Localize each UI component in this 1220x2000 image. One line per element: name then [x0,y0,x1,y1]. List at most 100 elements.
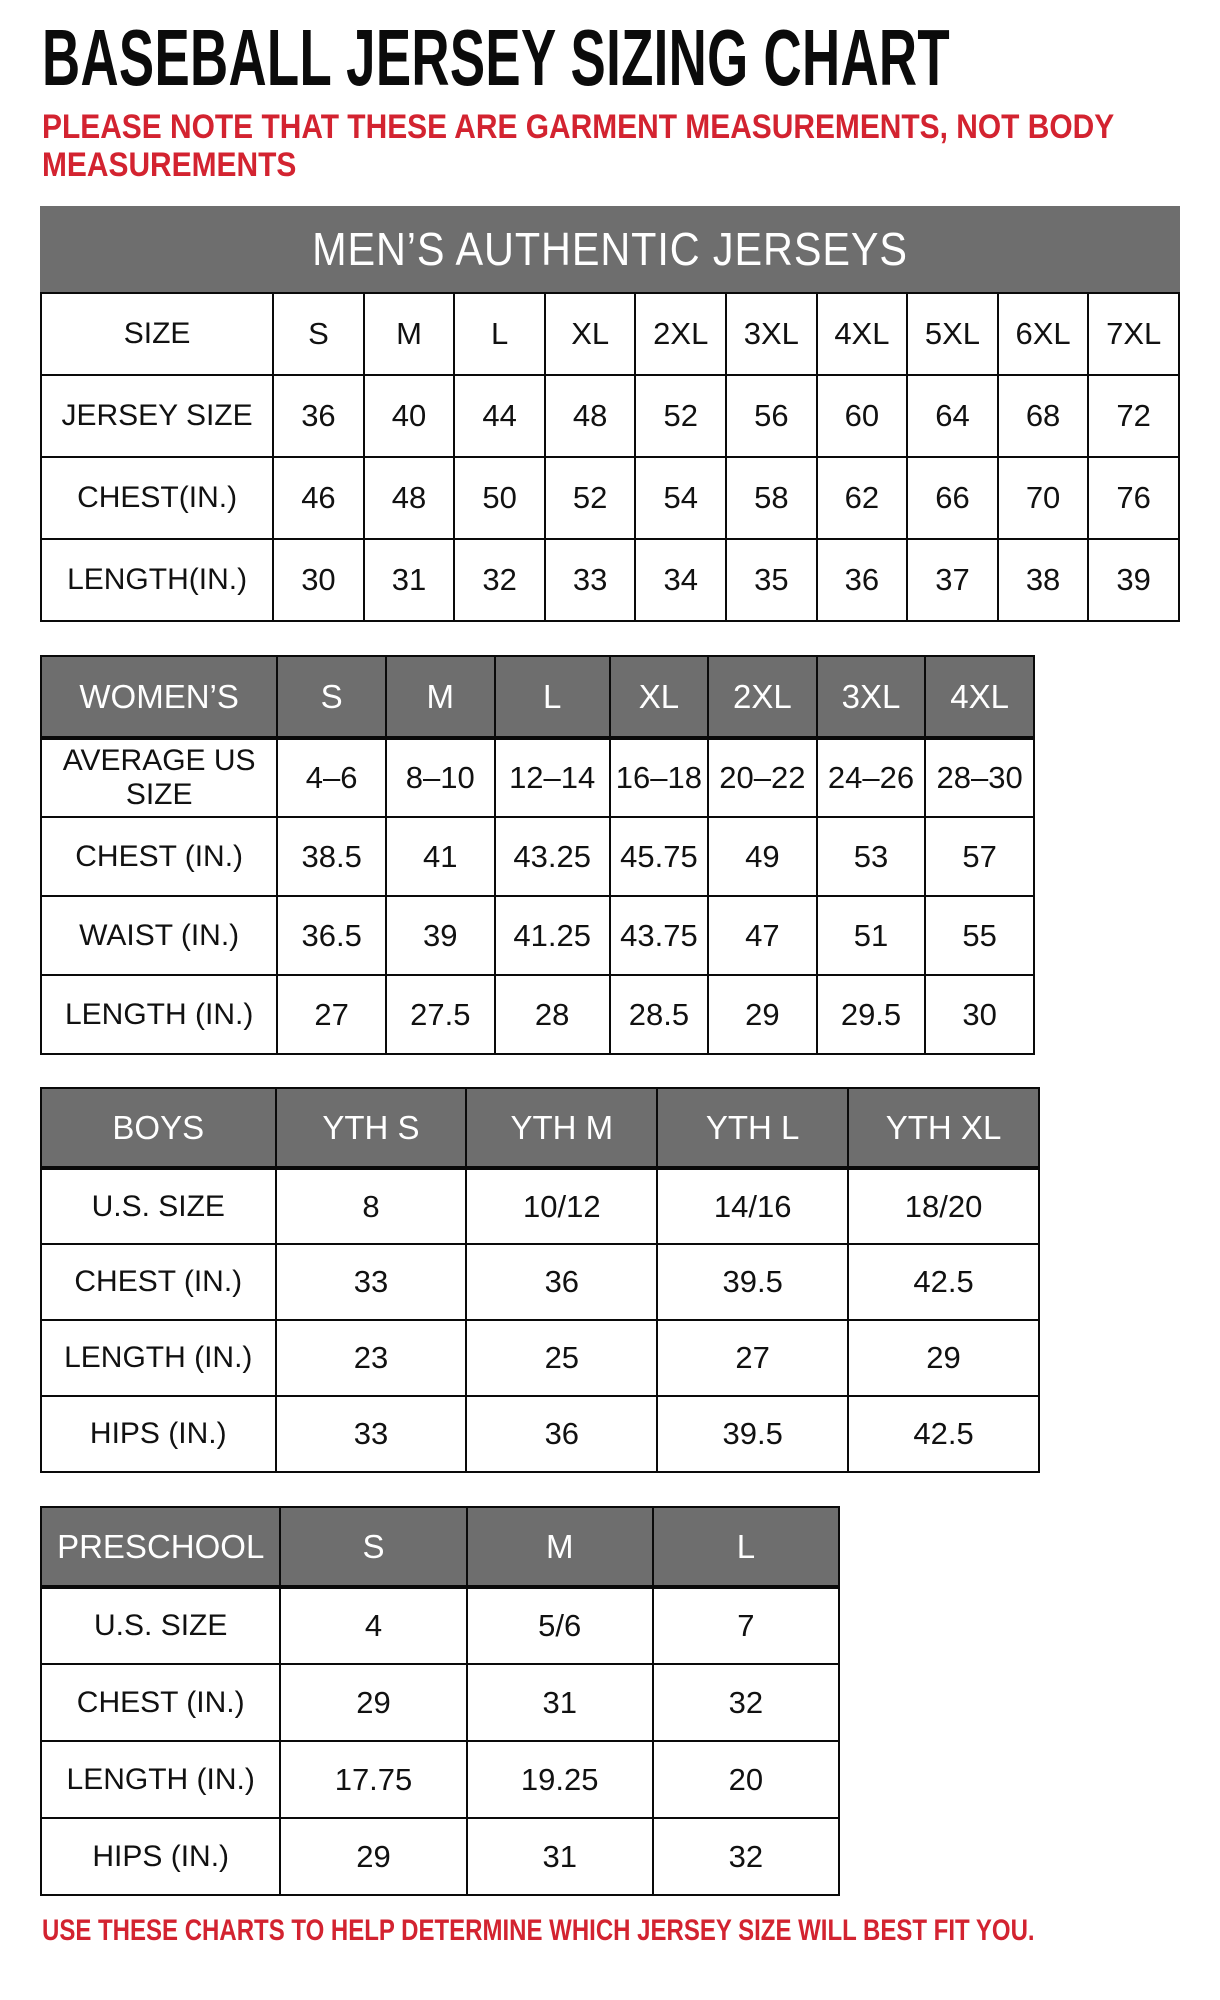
row-label-cell: CHEST (IN.) [39,816,279,897]
row-label-cell: LENGTH (IN.) [39,1740,282,1819]
size-value-cell: 7 [651,1586,841,1665]
row-label-cell: LENGTH (IN.) [40,1319,277,1397]
size-value-cell: 27 [656,1319,850,1397]
size-value-cell: 36 [272,374,365,458]
row-label-cell: JERSEY SIZE [39,374,275,458]
size-value-cell: 52 [634,374,728,458]
size-value-cell: 53 [815,816,927,897]
womens-sizing-table: WOMEN’S S M L XL 2XL 3XL 4XL AVERAGE US SIZE 4–6 8… [39,655,1035,1055]
sizing-chart-page: BASEBALL JERSEY SIZING CHART PLEASE NOTE… [0,13,1220,2000]
table-row: JERSEY SIZE 36 40 44 48 52 56 60 64 68 72 [39,374,1180,458]
table-row: SIZE S M L XL 2XL 3XL 4XL 5XL 6XL 7XL [39,292,1180,376]
row-label-cell: WAIST (IN.) [39,895,279,976]
size-value-cell: 23 [274,1319,468,1397]
column-header-cell: S [279,1506,468,1589]
size-value-cell: 16–18 [608,737,710,818]
table-title-cell: WOMEN’S [39,655,279,740]
size-value-cell: 19.25 [465,1740,654,1819]
boys-jerseys-table-section: BOYS YTH S YTH M YTH L YTH XL U.S. SIZE 8 10/12… [40,1087,1040,1473]
size-value-cell: 29 [279,1663,468,1742]
size-value-cell: 17.75 [279,1740,468,1819]
size-value-cell: 14/16 [656,1167,850,1245]
size-value-cell: 7XL [1087,292,1180,376]
size-value-cell: 51 [815,895,927,976]
size-value-cell: 20 [651,1740,841,1819]
row-label-cell: LENGTH (IN.) [39,974,279,1055]
size-value-cell: 6XL [996,292,1090,376]
size-value-cell: 34 [634,538,728,622]
column-header-cell: YTH XL [847,1087,1040,1170]
table-row: LENGTH (IN.) 23 25 27 29 [40,1319,1040,1397]
size-value-cell: 32 [651,1663,841,1742]
size-value-cell: 38 [996,538,1090,622]
size-value-cell: 30 [924,974,1035,1055]
row-label-cell: CHEST(IN.) [39,456,275,540]
size-value-cell: 62 [815,456,909,540]
size-value-cell: 36.5 [276,895,387,976]
size-value-cell: 25 [465,1319,659,1397]
size-value-cell: 39 [1087,538,1180,622]
size-value-cell: 28.5 [608,974,710,1055]
size-value-cell: 36 [815,538,909,622]
size-value-cell: 5/6 [465,1586,654,1665]
size-value-cell: 43.25 [493,816,611,897]
size-value-cell: 41.25 [493,895,611,976]
header-row: PRESCHOOL S M L [39,1506,841,1589]
mens-jerseys-table-section: MEN’S AUTHENTIC JERSEYS SIZE S M L XL 2XL 3XL 4… [39,206,1180,622]
preschool-sizing-table: PRESCHOOL S M L U.S. SIZE 4 5/6 7 CHEST (IN.) 29 3… [39,1506,841,1896]
size-value-cell: 33 [543,538,637,622]
size-value-cell: 32 [651,1817,841,1896]
table-row: CHEST (IN.) 29 31 32 [39,1663,841,1742]
size-value-cell: 49 [707,816,818,897]
mens-table-banner-text: MEN’S AUTHENTIC JERSEYS [312,223,908,275]
page-title: BASEBALL JERSEY SIZING CHART [42,13,1220,102]
size-value-cell: 39.5 [656,1395,850,1473]
row-label-cell: U.S. SIZE [39,1586,282,1665]
size-value-cell: 29 [279,1817,468,1896]
table-row: WAIST (IN.) 36.5 39 41.25 43.75 47 51 55 [39,895,1035,976]
size-value-cell: 31 [362,538,456,622]
size-value-cell: 37 [906,538,999,622]
size-value-cell: 18/20 [847,1167,1040,1245]
size-value-cell: 52 [543,456,637,540]
header-row: BOYS YTH S YTH M YTH L YTH XL [40,1087,1040,1170]
size-value-cell: 68 [996,374,1090,458]
row-label-cell: HIPS (IN.) [40,1395,277,1473]
header-row: WOMEN’S S M L XL 2XL 3XL 4XL [39,655,1035,740]
garment-measurements-note: PLEASE NOTE THAT THESE ARE GARMENT MEASU… [42,108,1114,184]
size-value-cell: 55 [924,895,1035,976]
table-row: U.S. SIZE 4 5/6 7 [39,1586,841,1665]
size-value-cell: 76 [1087,456,1180,540]
size-value-cell: 56 [725,374,818,458]
row-label-cell: LENGTH(IN.) [39,538,275,622]
boys-sizing-table: BOYS YTH S YTH M YTH L YTH XL U.S. SIZE 8 10/12… [40,1087,1040,1473]
size-value-cell: 27.5 [384,974,496,1055]
size-value-cell: 46 [272,456,365,540]
table-row: CHEST (IN.) 33 36 39.5 42.5 [40,1243,1040,1321]
table-row: HIPS (IN.) 29 31 32 [39,1817,841,1896]
row-label-cell: CHEST (IN.) [40,1243,277,1321]
column-header-cell: M [384,655,496,740]
row-label-cell: U.S. SIZE [40,1167,277,1245]
size-value-cell: 50 [453,456,546,540]
table-row: AVERAGE US SIZE 4–6 8–10 12–14 16–18 20–22 24–… [39,737,1035,818]
size-value-cell: 47 [707,895,818,976]
size-value-cell: 29.5 [815,974,927,1055]
table-row: U.S. SIZE 8 10/12 14/16 18/20 [40,1167,1040,1245]
row-label-cell: HIPS (IN.) [39,1817,282,1896]
size-value-cell: 39 [384,895,496,976]
size-value-cell: 31 [465,1817,654,1896]
size-value-cell: 28 [493,974,611,1055]
size-value-cell: 58 [725,456,818,540]
page-title-text: BASEBALL JERSEY SIZING CHART [42,13,950,102]
size-value-cell: 72 [1087,374,1180,458]
size-value-cell: 5XL [906,292,999,376]
size-value-cell: 54 [634,456,728,540]
size-value-cell: 33 [274,1243,468,1321]
column-header-cell: YTH S [274,1087,468,1170]
column-header-cell: 4XL [924,655,1035,740]
size-value-cell: 31 [465,1663,654,1742]
size-value-cell: 27 [276,974,387,1055]
mens-sizing-table: SIZE S M L XL 2XL 3XL 4XL 5XL 6XL 7XL JERSEY SIZE 36… [39,292,1180,622]
column-header-cell: L [493,655,611,740]
